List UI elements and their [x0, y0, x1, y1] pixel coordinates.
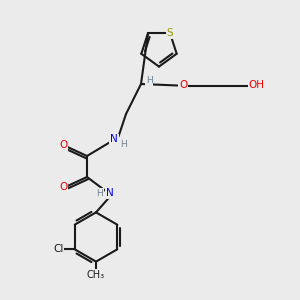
Text: H: H: [96, 189, 103, 198]
Text: O: O: [59, 140, 67, 151]
Text: H: H: [146, 76, 153, 85]
Text: S: S: [167, 28, 173, 38]
Text: O: O: [59, 182, 67, 193]
Text: Cl: Cl: [53, 244, 63, 254]
Text: H: H: [121, 140, 127, 149]
Text: O: O: [179, 80, 187, 91]
Text: N: N: [110, 134, 118, 145]
Text: OH: OH: [248, 80, 265, 91]
Text: N: N: [106, 188, 113, 199]
Text: CH₃: CH₃: [87, 270, 105, 280]
